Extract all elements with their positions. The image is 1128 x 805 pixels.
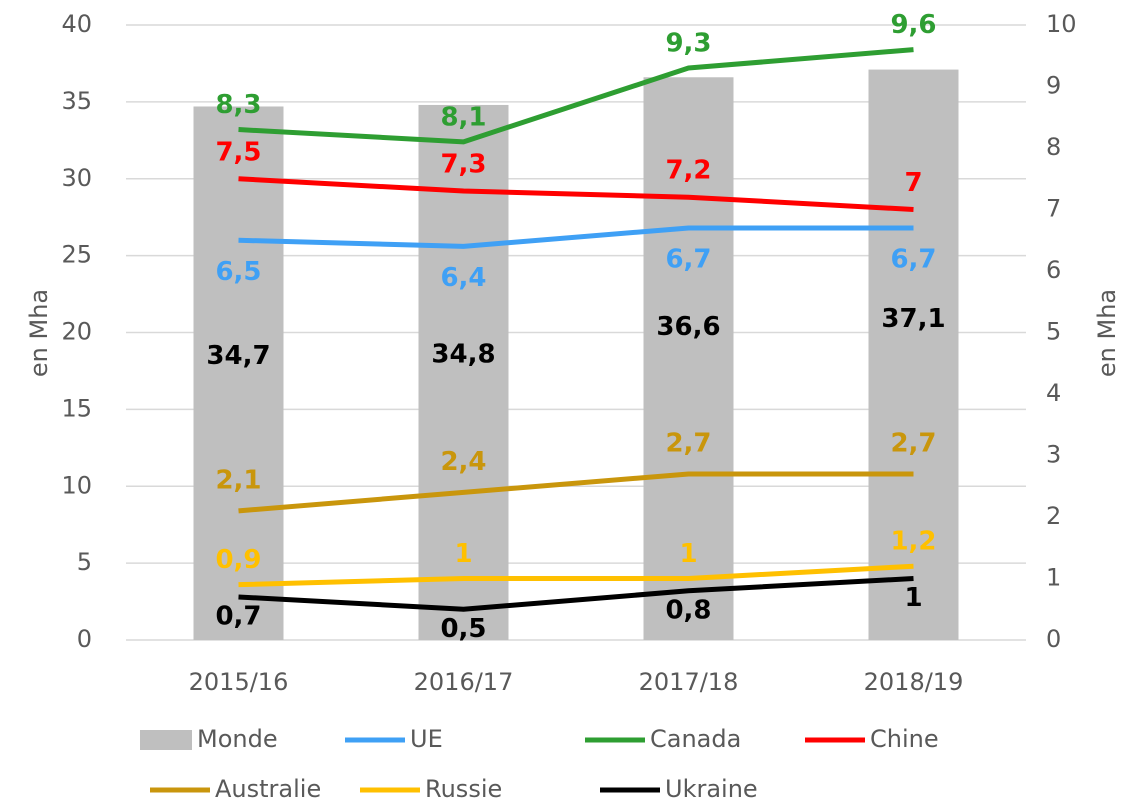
legend-label: UE [410,725,443,753]
data-label: 6,7 [665,244,711,274]
y2-tick-label: 3 [1046,441,1061,469]
data-label: 1 [904,583,922,613]
y-axis-title: en Mha [25,289,53,377]
data-label: 37,1 [881,304,945,334]
x-tick-label: 2015/16 [189,668,289,696]
data-label: 34,7 [206,341,270,371]
y2-tick-label: 6 [1046,256,1061,284]
bar [868,69,959,640]
x-tick-label: 2017/18 [639,668,739,696]
data-label: 7,2 [665,156,711,186]
line [238,576,914,612]
legend-label: Ukraine [665,775,758,803]
data-label: 9,3 [665,29,711,59]
data-label: 2,1 [215,465,261,495]
y2-tick-label: 4 [1046,379,1061,407]
y2-tick-label: 10 [1046,10,1077,38]
y2-tick-label: 7 [1046,195,1061,223]
data-label: 6,5 [215,257,261,287]
y-tick-label: 35 [61,87,92,115]
legend-label: Canada [650,725,741,753]
y-tick-label: 30 [61,164,92,192]
line [238,176,914,212]
data-label: 7,5 [215,137,261,167]
legend-swatch [140,730,192,750]
data-label: 1 [454,539,472,569]
line [238,225,914,249]
bar [193,106,284,641]
legend-label: Australie [215,775,321,803]
data-label: 34,8 [431,339,495,369]
data-label: 1,2 [890,527,936,557]
data-label: 8,3 [215,90,261,120]
data-label: 9,6 [890,10,936,40]
line [238,47,914,145]
data-label: 6,4 [440,263,486,293]
y-tick-label: 10 [61,471,92,499]
line [238,471,914,514]
data-label: 1 [679,539,697,569]
legend-label: Russie [425,775,502,803]
y2-tick-label: 5 [1046,318,1061,346]
line [238,563,914,588]
y-tick-label: 20 [61,318,92,346]
data-label: 6,7 [890,244,936,274]
data-label: 2,4 [440,447,486,477]
y-tick-label: 15 [61,394,92,422]
data-label: 8,1 [440,102,486,132]
y2-tick-label: 0 [1046,625,1061,653]
x-tick-label: 2016/17 [414,668,514,696]
data-label: 36,6 [656,312,720,342]
data-label: 0,8 [665,595,711,625]
y2-tick-label: 9 [1046,72,1061,100]
data-label: 7 [904,168,922,198]
x-tick-label: 2018/19 [864,668,964,696]
y-tick-label: 0 [77,625,92,653]
data-label: 0,9 [215,545,261,575]
data-label: 0,5 [440,614,486,644]
data-label: 2,7 [890,428,936,458]
y2-tick-label: 2 [1046,502,1061,530]
data-label: 0,7 [215,601,261,631]
y2-axis-title: en Mha [1093,289,1121,377]
y-tick-label: 25 [61,241,92,269]
legend-label: Monde [197,725,278,753]
y-tick-label: 40 [61,10,92,38]
data-label: 7,3 [440,150,486,180]
y-tick-label: 5 [77,548,92,576]
y2-tick-label: 8 [1046,133,1061,161]
bar [643,77,734,640]
data-label: 2,7 [665,428,711,458]
legend-label: Chine [870,725,939,753]
y2-tick-label: 1 [1046,564,1061,592]
